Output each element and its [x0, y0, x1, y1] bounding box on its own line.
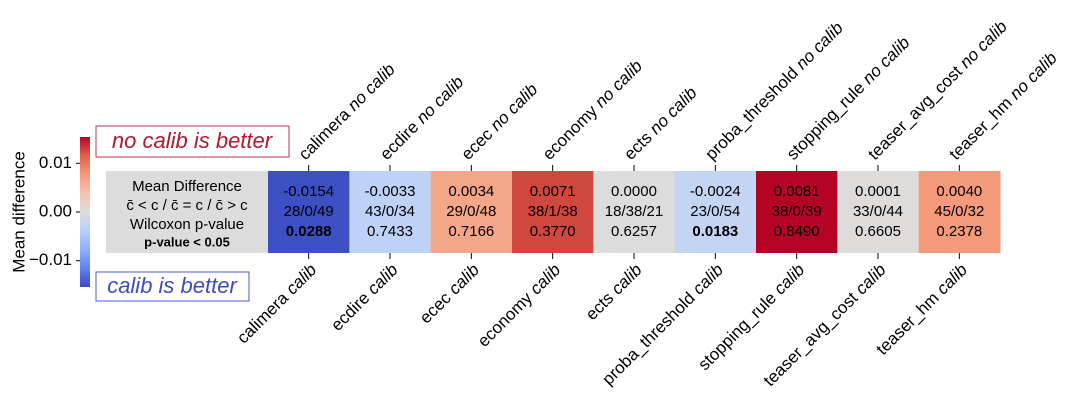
value-label: 0.0081 [774, 183, 820, 200]
label-suffix: no calib [792, 19, 847, 74]
value-label: -0.0154 [283, 183, 334, 200]
label-suffix: calib [852, 261, 890, 299]
top-label: ecdireno calib [377, 73, 468, 164]
label-suffix: calib [283, 261, 321, 299]
p-value-label: 0.3770 [530, 223, 576, 240]
colorbar-tick-label: 0.01 [39, 153, 72, 172]
label-suffix: no calib [487, 80, 542, 135]
label-suffix: no calib [344, 60, 399, 115]
bottom-label: economycalib [474, 261, 564, 351]
count-label: 28/0/49 [284, 203, 334, 220]
heatmap-cell [918, 171, 1001, 253]
value-label: -0.0024 [690, 183, 741, 200]
label-suffix: calib [689, 261, 727, 299]
heatmap-cell [349, 171, 432, 253]
label-suffix: no calib [413, 73, 468, 128]
label-suffix: no calib [956, 17, 1011, 72]
label-suffix: calib [527, 261, 565, 299]
label-suffix: no calib [859, 33, 914, 88]
count-label: 38/1/38 [528, 203, 578, 220]
label-suffix: calib [771, 261, 809, 299]
count-label: 33/0/44 [853, 203, 903, 220]
value-label: 0.0040 [936, 183, 982, 200]
value-label: 0.0071 [530, 183, 576, 200]
label-suffix: no calib [646, 84, 701, 139]
annotation-box [95, 271, 250, 302]
model-name: stopping_rule [783, 78, 869, 164]
p-value-label: 0.7166 [448, 223, 494, 240]
model-name: economy [539, 101, 602, 164]
model-name: ecdire [328, 289, 374, 335]
model-name: stopping_rule [695, 289, 781, 375]
value-label: 0.0001 [855, 183, 901, 200]
bottom-label: ececcalib [416, 261, 483, 328]
top-label: ectsno calib [621, 84, 701, 164]
p-value-label: 0.6257 [611, 223, 657, 240]
colorbar-tick-label: 0.00 [39, 201, 72, 220]
bottom-label: ecdirecalib [328, 261, 402, 335]
model-name: teaser_hm [946, 94, 1016, 164]
colorbar [80, 137, 90, 287]
model-name: ecec [416, 288, 455, 327]
legend-text: c̄ < c / c̄ = c / c̄ > c [126, 197, 248, 214]
model-name: ects [621, 129, 656, 164]
model-name: ects [582, 289, 617, 324]
p-value-label: 0.0183 [692, 223, 738, 240]
legend-text: Wilcoxon p-value [130, 216, 244, 233]
model-name: calimera [295, 105, 354, 164]
heatmap-cell [268, 171, 350, 253]
legend-box [106, 171, 268, 253]
annotation-box [95, 125, 290, 158]
value-label: 0.0034 [448, 183, 494, 200]
label-suffix: no calib [1006, 49, 1061, 104]
label-suffix: calib [445, 261, 483, 299]
heatmap-cell [512, 171, 594, 253]
count-label: 23/0/54 [690, 203, 740, 220]
y-axis-label: Mean difference [9, 151, 28, 273]
count-label: 45/0/32 [934, 203, 984, 220]
value-label: 0.0000 [611, 183, 657, 200]
model-name: economy [474, 288, 537, 351]
model-name: ecdire [377, 118, 423, 164]
count-label: 18/38/21 [605, 203, 663, 220]
value-label: -0.0033 [365, 183, 416, 200]
bottom-label: ectscalib [582, 261, 646, 325]
model-name: teaser_hm [873, 289, 943, 359]
top-label: ececno calib [458, 80, 542, 164]
p-value-label: 0.8490 [774, 223, 820, 240]
model-name: ecec [458, 125, 497, 164]
p-value-label: 0.2378 [936, 223, 982, 240]
label-suffix: calib [608, 261, 646, 299]
top-label: proba_thresholdno calib [702, 19, 847, 164]
legend-text: p-value < 0.05 [144, 234, 230, 249]
count-label: 43/0/34 [365, 203, 415, 220]
heatmap-cell [430, 171, 513, 253]
annotation-bottom: calib is better [107, 273, 238, 298]
label-suffix: calib [364, 261, 402, 299]
p-value-label: 0.6605 [855, 223, 901, 240]
heatmap-cell [593, 171, 676, 253]
heatmap-cell [674, 171, 757, 253]
p-value-label: 0.0288 [286, 223, 332, 240]
heatmap-cell [837, 171, 920, 253]
label-suffix: calib [933, 261, 971, 299]
p-value-label: 0.7433 [367, 223, 413, 240]
annotation-top: no calib is better [112, 128, 274, 153]
heatmap-cell [756, 171, 838, 253]
legend-text: Mean Difference [132, 178, 242, 195]
colorbar-tick-label: −0.01 [29, 250, 72, 269]
label-suffix: no calib [592, 57, 647, 112]
top-label: teaser_avg_costno calib [865, 17, 1012, 164]
count-label: 29/0/48 [446, 203, 496, 220]
count-label: 38/0/39 [772, 203, 822, 220]
